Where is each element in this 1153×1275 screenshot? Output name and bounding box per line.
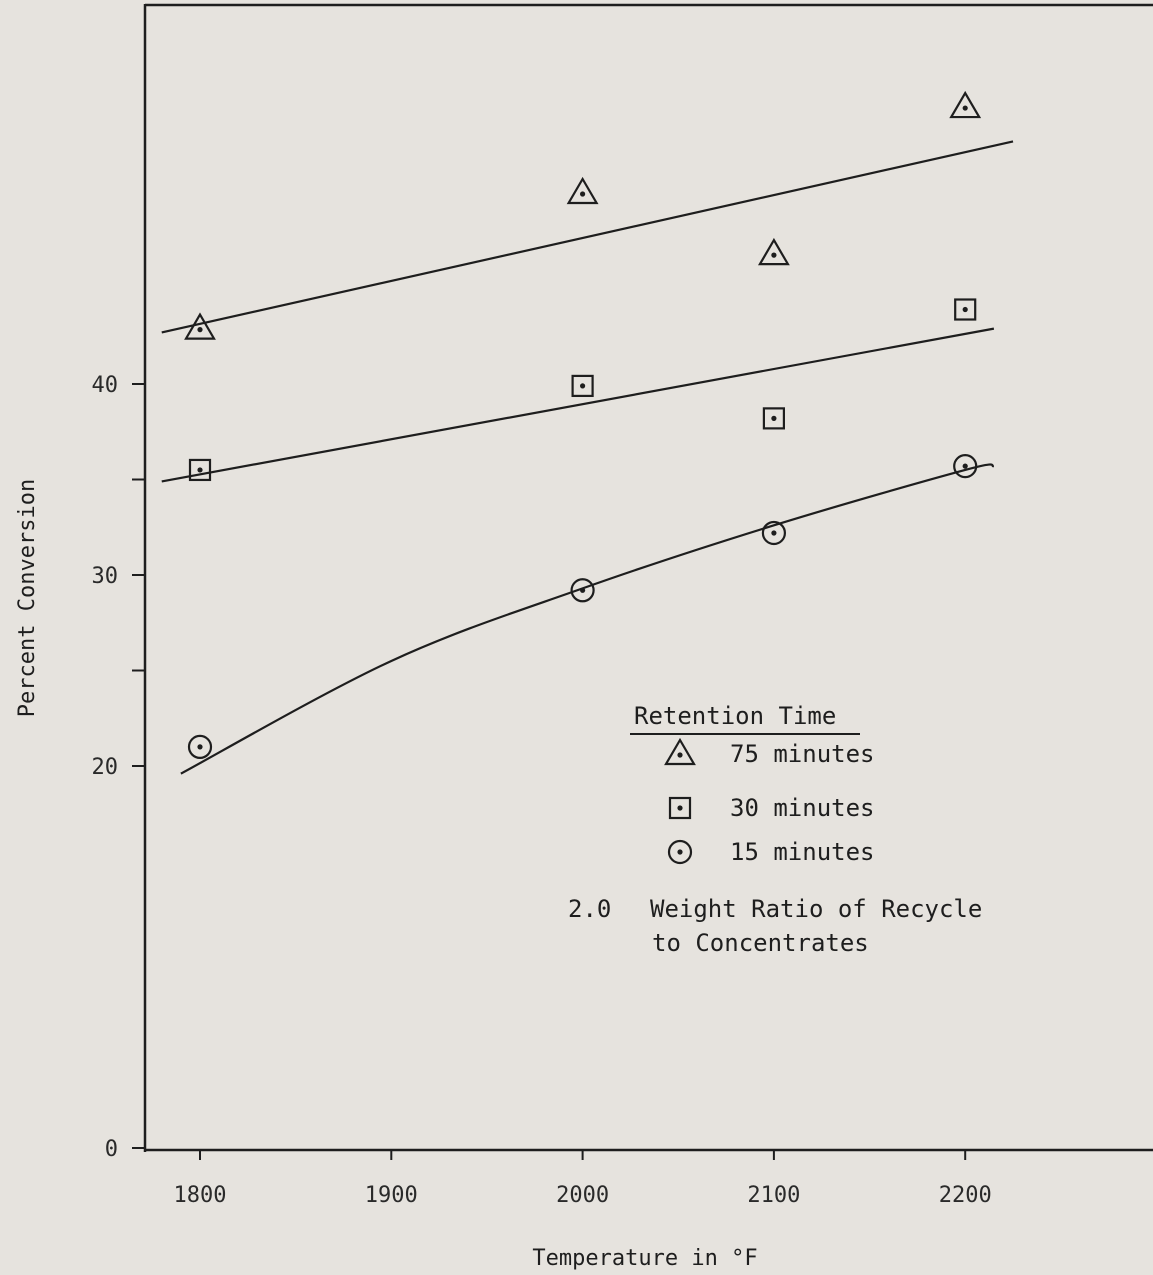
y-tick-label: 30 (92, 564, 119, 589)
legend-marker (668, 796, 692, 820)
data-point (761, 520, 787, 546)
fit-line (161, 140, 1014, 334)
x-tick-label: 1800 (174, 1183, 227, 1208)
x-tick-label: 1900 (365, 1183, 418, 1208)
legend: Retention Time 75 minutes 30 minutes 15 mi… (568, 702, 982, 957)
x-tick-label: 2100 (747, 1183, 800, 1208)
data-point (757, 237, 790, 266)
y-tick-label: 40 (92, 373, 119, 398)
data-points (184, 90, 982, 760)
data-point (566, 176, 599, 205)
legend-entry-label: 15 minutes (730, 838, 875, 866)
y-tick-label: 20 (92, 755, 119, 780)
data-point (762, 407, 786, 430)
y-axis-title: Percent Conversion (15, 479, 40, 717)
axes (143, 3, 1153, 1152)
data-point (571, 374, 594, 398)
data-point (188, 458, 212, 482)
fit-line (161, 327, 995, 483)
data-point (949, 90, 982, 119)
data-point (570, 578, 595, 603)
x-tick-label: 2200 (939, 1183, 992, 1208)
legend-entry-label: 75 minutes (730, 740, 875, 768)
legend-entry-label: 30 minutes (730, 794, 875, 822)
legend-note-line2: to Concentrates (652, 929, 869, 957)
tick-labels: 1800 1900 2000 2100 2200 0 20 30 40 (92, 373, 992, 1208)
data-point (187, 734, 213, 760)
fit-line (180, 463, 995, 775)
x-tick-label: 2000 (556, 1183, 609, 1208)
data-point (184, 312, 216, 340)
data-point (954, 298, 977, 321)
fit-lines (161, 140, 1014, 775)
data-point (953, 454, 978, 479)
legend-note-value: 2.0 (568, 895, 611, 923)
legend-note-line1: Weight Ratio of Recycle (650, 895, 982, 923)
legend-title: Retention Time (634, 702, 836, 730)
x-axis-title: Temperature in °F (532, 1246, 757, 1271)
y-tick-label: 0 (105, 1137, 118, 1162)
legend-marker (664, 737, 696, 766)
legend-marker (667, 839, 693, 865)
